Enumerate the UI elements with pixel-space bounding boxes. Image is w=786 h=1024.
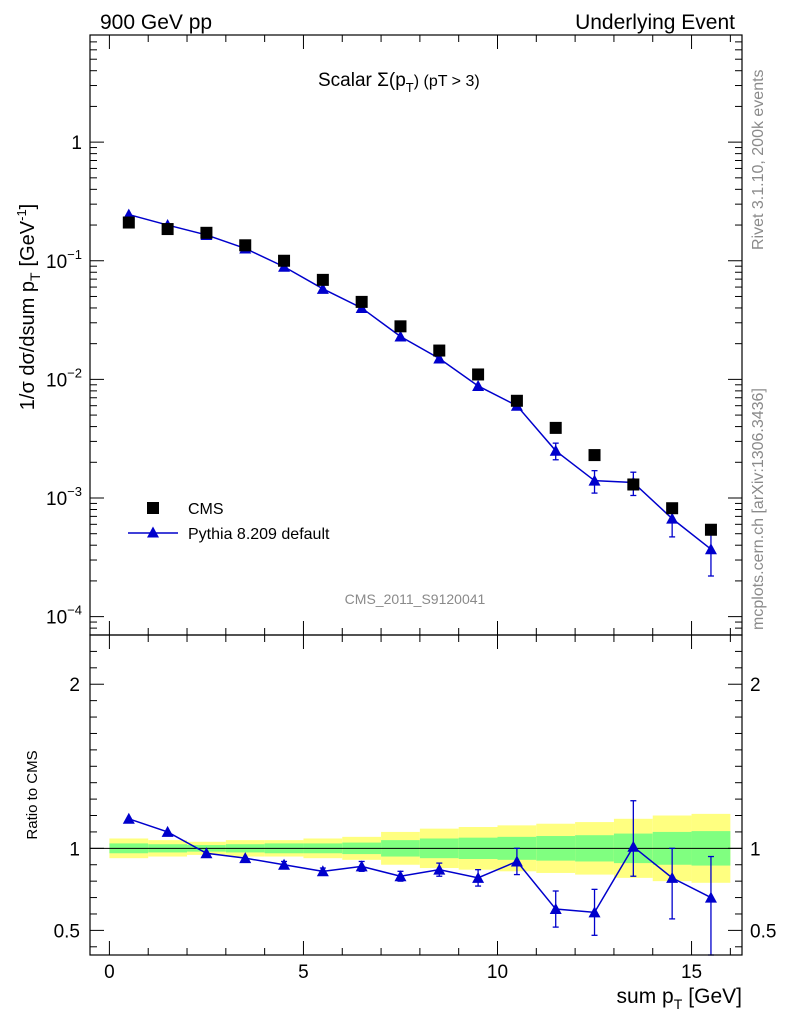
- pythia-point: [588, 474, 601, 486]
- main-ytick-label: 10−2: [46, 365, 82, 391]
- main-title-text: Scalar Σ(p: [318, 70, 406, 91]
- ratio-point: [627, 840, 640, 852]
- ylabel-unit-sup: -1: [14, 209, 29, 221]
- xlabel-sub: T: [674, 996, 683, 1012]
- cms-point: [200, 226, 213, 239]
- pythia-point: [666, 512, 679, 524]
- ylabel-unit: [GeV: [17, 220, 39, 266]
- header-left: 900 GeV pp: [100, 11, 212, 34]
- ratio-point: [316, 865, 329, 877]
- pythia-point: [704, 543, 717, 555]
- legend-pythia-marker: [147, 526, 159, 538]
- legend-cms-marker: [147, 502, 159, 514]
- cms-point: [239, 239, 252, 252]
- cms-point: [510, 394, 523, 407]
- ylabel-unit-close: ]: [17, 204, 39, 210]
- ratio-point: [161, 825, 174, 837]
- ratio-point: [200, 847, 213, 859]
- ratio-xlabel: sum pT [GeV]: [617, 985, 742, 1012]
- ratio-point: [588, 906, 601, 918]
- cms-point: [122, 216, 135, 229]
- legend-cms-label: CMS: [188, 501, 224, 518]
- pythia-point: [394, 330, 407, 342]
- cms-point: [549, 421, 562, 434]
- cms-point: [704, 523, 717, 536]
- cms-point: [355, 295, 368, 308]
- main-ytick-label: 10−3: [46, 484, 82, 510]
- main-title-tail: ) (pT > 3): [414, 73, 480, 90]
- ratio-xtick-label: 15: [681, 962, 702, 983]
- pythia-point: [433, 352, 446, 364]
- legend-pythia-label: Pythia 8.209 default: [188, 526, 330, 543]
- ratio-point: [549, 903, 562, 915]
- ratio-point: [122, 812, 135, 824]
- main-ytick-label: 10−1: [46, 247, 82, 273]
- cms-point: [472, 368, 485, 381]
- ratio-line: [128, 818, 712, 914]
- ylabel-main: 1/σ dσ/dsum p: [17, 281, 39, 410]
- ratio-frame: [89, 634, 743, 956]
- main-title: Scalar Σ(pT) (pT > 3): [318, 70, 480, 95]
- xlabel-main: sum p: [617, 985, 674, 1008]
- main-ytick-label: 10−4: [46, 603, 82, 629]
- main-ytick-label: 1: [71, 133, 82, 154]
- ratio-point: [472, 871, 485, 883]
- cms-point: [666, 502, 679, 515]
- ratio-point: [704, 891, 717, 903]
- ratio-point: [666, 871, 679, 883]
- cms-point: [161, 223, 174, 236]
- ratio-point: [355, 860, 368, 872]
- header-right: Underlying Event: [575, 11, 735, 34]
- main-panel: 110−110−210−310−4 Scalar Σ(pT) (pT > 3) …: [14, 34, 743, 636]
- pythia-point: [549, 444, 562, 456]
- pythia-point: [472, 379, 485, 391]
- ratio-ytick-label-right: 2: [750, 675, 761, 696]
- ylabel-sub: T: [27, 272, 43, 281]
- xlabel-unit: [GeV]: [688, 985, 742, 1008]
- ratio-point: [433, 863, 446, 875]
- ratio-ytick-label-left: 1: [69, 839, 80, 860]
- main-frame: [89, 34, 743, 636]
- ratio-ylabel: Ratio to CMS: [24, 750, 41, 839]
- ratio-ytick-label-left: 0.5: [54, 921, 80, 942]
- ratio-point: [278, 858, 291, 870]
- ratio-ytick-label-right: 0.5: [750, 921, 776, 942]
- main-title-sub: T: [406, 80, 414, 95]
- cms-point: [278, 254, 291, 267]
- ratio-xtick-label: 10: [487, 962, 508, 983]
- ratio-point: [394, 870, 407, 882]
- ratio-point: [510, 855, 523, 867]
- ratio-xtick-label: 0: [104, 962, 115, 983]
- pythia-line: [128, 213, 712, 550]
- analysis-annotation: CMS_2011_S9120041: [345, 591, 486, 607]
- cms-point: [588, 449, 601, 462]
- pythia-point: [316, 282, 329, 294]
- ratio-ytick-label-left: 2: [69, 675, 80, 696]
- rivet-label: Rivet 3.1.10, 200k events: [750, 69, 767, 250]
- cms-point: [316, 273, 329, 286]
- ratio-panel: 0.5 0.5 1 1 2 2 0 5 10 15 Ratio to CMS sum pT [Ge…: [24, 634, 776, 1012]
- mcplots-label: mcplots.cern.ch [arXiv:1306.3436]: [750, 388, 767, 630]
- ratio-point: [239, 852, 252, 864]
- cms-point: [394, 320, 407, 333]
- main-ylabel: 1/σ dσ/dsum pT [GeV-1]: [14, 204, 43, 410]
- cms-point: [433, 344, 446, 357]
- ratio-xtick-label: 5: [298, 962, 309, 983]
- legend: CMS Pythia 8.209 default: [128, 501, 330, 543]
- ratio-ytick-label-right: 1: [750, 839, 761, 860]
- cms-point: [627, 478, 640, 491]
